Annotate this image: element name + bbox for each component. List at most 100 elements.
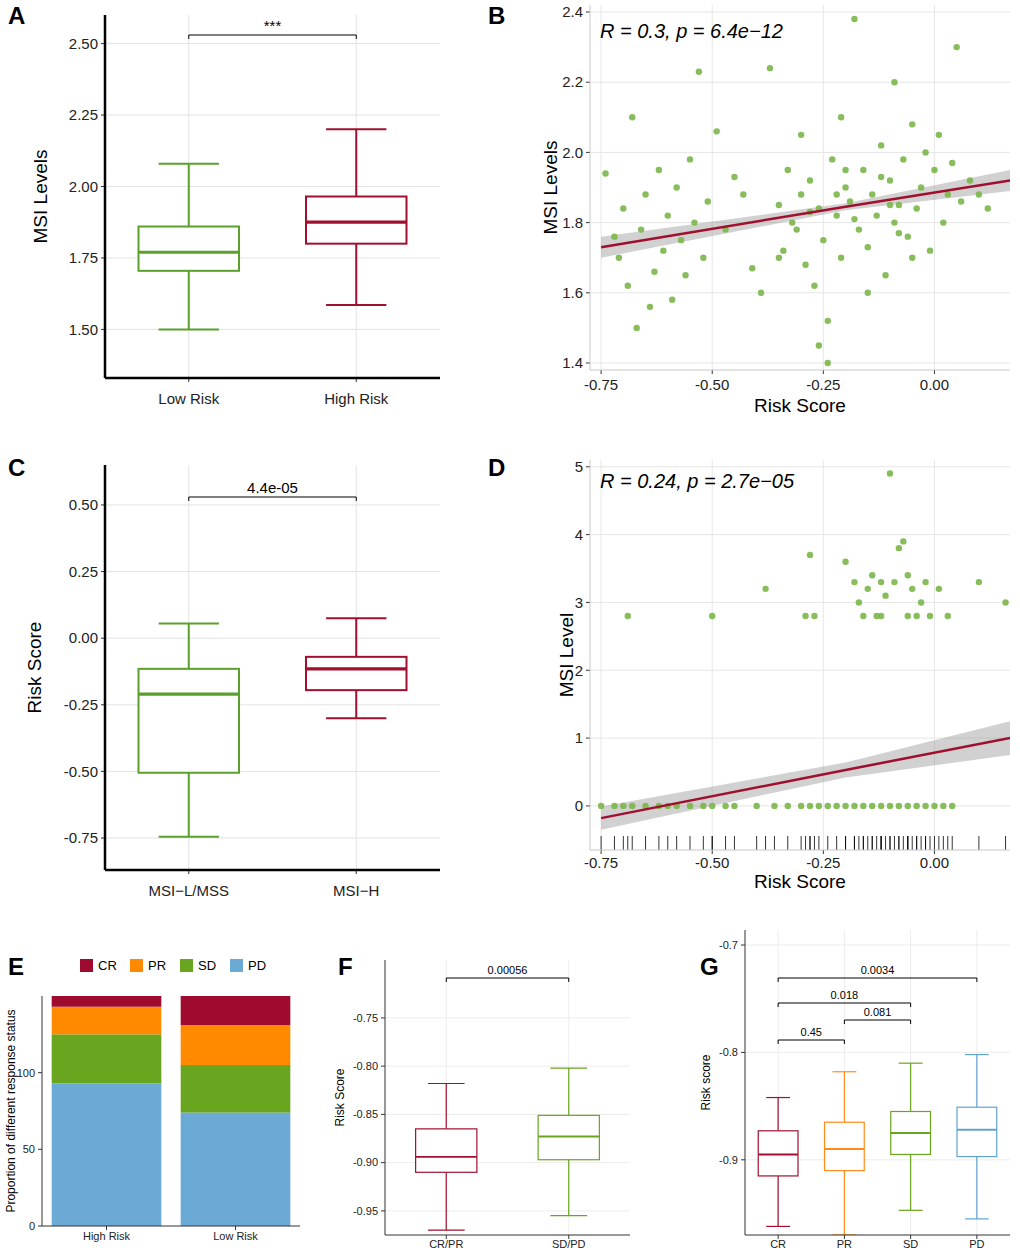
point bbox=[909, 586, 915, 592]
tick-label: 0.00 bbox=[920, 376, 949, 393]
rug bbox=[601, 836, 602, 850]
whisker bbox=[188, 624, 190, 669]
point bbox=[851, 16, 857, 22]
grid-line bbox=[590, 534, 1010, 535]
point bbox=[905, 233, 911, 239]
point bbox=[731, 803, 737, 809]
point bbox=[598, 803, 604, 809]
point bbox=[785, 803, 791, 809]
whisker bbox=[778, 1176, 779, 1226]
tick-label: -0.85 bbox=[353, 1108, 378, 1120]
rug bbox=[858, 836, 859, 850]
x-axis-line bbox=[590, 850, 1010, 851]
tick-label: -0.90 bbox=[353, 1156, 378, 1168]
point bbox=[749, 265, 755, 271]
tick-label: 2.25 bbox=[69, 106, 98, 123]
point bbox=[780, 247, 786, 253]
point bbox=[776, 254, 782, 260]
tick bbox=[586, 362, 590, 363]
whisker bbox=[976, 1055, 977, 1108]
tick-label: Low Risk bbox=[158, 390, 219, 407]
panel-label: D bbox=[488, 454, 505, 481]
whisker bbox=[446, 1172, 447, 1230]
point bbox=[811, 613, 817, 619]
point bbox=[820, 237, 826, 243]
point bbox=[807, 177, 813, 183]
tick-label: 0.00 bbox=[69, 629, 98, 646]
bracket bbox=[189, 35, 357, 39]
point bbox=[611, 233, 617, 239]
point bbox=[949, 803, 955, 809]
median bbox=[825, 1148, 865, 1150]
box bbox=[306, 197, 407, 244]
legend-swatch bbox=[130, 959, 143, 972]
rug bbox=[1005, 836, 1006, 850]
figure: A1.501.752.002.252.50Low RiskHigh RiskMS… bbox=[0, 0, 1020, 1253]
y-axis-line bbox=[745, 930, 746, 1235]
point bbox=[953, 44, 959, 50]
tick-label: -0.50 bbox=[64, 763, 98, 780]
rug bbox=[872, 836, 873, 850]
point bbox=[816, 342, 822, 348]
point bbox=[842, 803, 848, 809]
point bbox=[887, 202, 893, 208]
p-value: 0.018 bbox=[831, 989, 859, 1001]
tick-label: MSI−H bbox=[333, 882, 379, 899]
rug bbox=[765, 836, 766, 850]
legend-label: PD bbox=[248, 958, 266, 973]
rug bbox=[907, 836, 908, 850]
whisker-cap bbox=[766, 1226, 790, 1227]
grid-line bbox=[590, 670, 1010, 671]
point bbox=[620, 803, 626, 809]
point bbox=[802, 262, 808, 268]
point bbox=[891, 579, 897, 585]
tick-label: 1 bbox=[575, 729, 583, 746]
bar bbox=[52, 1007, 162, 1035]
bar bbox=[181, 1025, 291, 1065]
panel-label: C bbox=[8, 454, 25, 481]
box bbox=[416, 1129, 477, 1172]
point bbox=[625, 283, 631, 289]
panel: F-0.95-0.90-0.85-0.80-0.75CR/PRSD/PDRisk… bbox=[333, 953, 630, 1250]
tick bbox=[586, 82, 590, 83]
point bbox=[687, 803, 693, 809]
tick-label: -0.25 bbox=[64, 696, 98, 713]
tick bbox=[586, 466, 590, 467]
rug bbox=[952, 836, 953, 850]
point bbox=[638, 226, 644, 232]
rug bbox=[854, 836, 855, 850]
whisker bbox=[188, 164, 190, 227]
rug bbox=[916, 836, 917, 850]
point bbox=[847, 198, 853, 204]
point bbox=[651, 269, 657, 275]
rug bbox=[881, 836, 882, 850]
tick bbox=[586, 292, 590, 293]
whisker bbox=[910, 1063, 911, 1111]
point bbox=[891, 79, 897, 85]
whisker bbox=[188, 773, 190, 837]
point bbox=[856, 599, 862, 605]
point bbox=[927, 247, 933, 253]
grid-line bbox=[844, 930, 845, 1235]
rug bbox=[925, 836, 926, 850]
whisker-cap bbox=[159, 836, 219, 838]
rug bbox=[645, 836, 646, 850]
tick-label: 0.25 bbox=[69, 563, 98, 580]
tick-label: PR bbox=[837, 1238, 852, 1250]
point bbox=[816, 803, 822, 809]
whisker-cap bbox=[428, 1230, 465, 1231]
axis-title: Risk score bbox=[699, 1054, 713, 1110]
tick-label: 50 bbox=[23, 1143, 35, 1155]
axis-title: Risk Score bbox=[754, 871, 846, 892]
tick-label: 5 bbox=[575, 458, 583, 475]
point bbox=[896, 202, 902, 208]
point bbox=[669, 297, 675, 303]
rug bbox=[903, 836, 904, 850]
point bbox=[709, 613, 715, 619]
point bbox=[758, 290, 764, 296]
grid-line bbox=[385, 1066, 630, 1067]
point bbox=[629, 803, 635, 809]
whisker-cap bbox=[159, 163, 219, 165]
point bbox=[913, 613, 919, 619]
rug bbox=[898, 836, 899, 850]
